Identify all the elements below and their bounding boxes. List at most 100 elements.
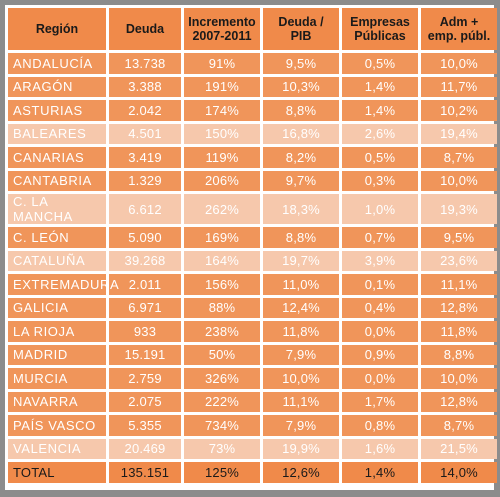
cell-empresas-publicas: 0,9% [342, 344, 418, 365]
cell-deuda-pib: 8,2% [263, 147, 339, 168]
cell-region: C. LEÓN [8, 227, 106, 248]
table-row: CANARIAS 3.419 119% 8,2% 0,5% 8,7% [8, 147, 497, 168]
cell-deuda-pib: 19,9% [263, 438, 339, 459]
header-deuda-pib: Deuda / PIB [263, 8, 339, 50]
table-row: GALICIA 6.971 88% 12,4% 0,4% 12,8% [8, 297, 497, 318]
cell-deuda: 2.075 [109, 391, 181, 412]
cell-incremento: 238% [184, 321, 260, 342]
table-row: C. LEÓN 5.090 169% 8,8% 0,7% 9,5% [8, 227, 497, 248]
cell-adm-emp-publ: 23,6% [421, 250, 497, 271]
cell-region: CATALUÑA [8, 250, 106, 271]
cell-deuda: 20.469 [109, 438, 181, 459]
cell-adm-emp-publ: 21,5% [421, 438, 497, 459]
cell-empresas-publicas: 0,1% [342, 274, 418, 295]
cell-region: BALEARES [8, 123, 106, 144]
cell-deuda-pib: 12,4% [263, 297, 339, 318]
header-row: Región Deuda Incremento 2007-2011 Deuda … [8, 8, 497, 50]
cell-adm-emp-publ: 19,3% [421, 194, 497, 224]
cell-deuda: 6.612 [109, 194, 181, 224]
cell-empresas-publicas: 0,5% [342, 147, 418, 168]
cell-incremento: 734% [184, 415, 260, 436]
cell-deuda-pib: 8,8% [263, 227, 339, 248]
cell-adm-emp-publ: 10,0% [421, 53, 497, 74]
total-cell-adm-emp-publ: 14,0% [421, 462, 497, 483]
table-row: ASTURIAS 2.042 174% 8,8% 1,4% 10,2% [8, 100, 497, 121]
cell-deuda: 933 [109, 321, 181, 342]
cell-empresas-publicas: 0,3% [342, 170, 418, 191]
cell-adm-emp-publ: 12,8% [421, 297, 497, 318]
cell-empresas-publicas: 1,7% [342, 391, 418, 412]
table-row: NAVARRA 2.075 222% 11,1% 1,7% 12,8% [8, 391, 497, 412]
cell-deuda-pib: 9,7% [263, 170, 339, 191]
cell-incremento: 119% [184, 147, 260, 168]
cell-empresas-publicas: 0,4% [342, 297, 418, 318]
cell-incremento: 164% [184, 250, 260, 271]
cell-adm-emp-publ: 19,4% [421, 123, 497, 144]
header-incremento: Incremento 2007-2011 [184, 8, 260, 50]
cell-deuda-pib: 11,8% [263, 321, 339, 342]
table-row: BALEARES 4.501 150% 16,8% 2,6% 19,4% [8, 123, 497, 144]
cell-adm-emp-publ: 12,8% [421, 391, 497, 412]
cell-deuda-pib: 9,5% [263, 53, 339, 74]
cell-region: CANTABRIA [8, 170, 106, 191]
cell-deuda: 3.419 [109, 147, 181, 168]
cell-deuda-pib: 11,1% [263, 391, 339, 412]
cell-deuda-pib: 10,0% [263, 368, 339, 389]
table-row: MURCIA 2.759 326% 10,0% 0,0% 10,0% [8, 368, 497, 389]
cell-incremento: 222% [184, 391, 260, 412]
table-row: EXTREMADURA 2.011 156% 11,0% 0,1% 11,1% [8, 274, 497, 295]
cell-adm-emp-publ: 11,8% [421, 321, 497, 342]
header-adm-emp-publ: Adm + emp. públ. [421, 8, 497, 50]
table-row: C. LA MANCHA 6.612 262% 18,3% 1,0% 19,3% [8, 194, 497, 224]
cell-deuda: 2.011 [109, 274, 181, 295]
table-row: VALENCIA 20.469 73% 19,9% 1,6% 21,5% [8, 438, 497, 459]
cell-region: MURCIA [8, 368, 106, 389]
total-cell-region: TOTAL [8, 462, 106, 483]
table-sheet: Región Deuda Incremento 2007-2011 Deuda … [5, 5, 497, 490]
header-region: Región [8, 8, 106, 50]
cell-deuda: 13.738 [109, 53, 181, 74]
cell-deuda: 4.501 [109, 123, 181, 144]
cell-deuda: 15.191 [109, 344, 181, 365]
cell-adm-emp-publ: 8,7% [421, 415, 497, 436]
cell-incremento: 262% [184, 194, 260, 224]
table-row: MADRID 15.191 50% 7,9% 0,9% 8,8% [8, 344, 497, 365]
cell-incremento: 88% [184, 297, 260, 318]
table-row: CANTABRIA 1.329 206% 9,7% 0,3% 10,0% [8, 170, 497, 191]
table-row: LA RIOJA 933 238% 11,8% 0,0% 11,8% [8, 321, 497, 342]
header-deuda: Deuda [109, 8, 181, 50]
debt-table: Región Deuda Incremento 2007-2011 Deuda … [5, 5, 500, 486]
cell-deuda: 5.355 [109, 415, 181, 436]
cell-adm-emp-publ: 10,2% [421, 100, 497, 121]
cell-empresas-publicas: 3,9% [342, 250, 418, 271]
cell-incremento: 326% [184, 368, 260, 389]
cell-deuda-pib: 16,8% [263, 123, 339, 144]
cell-incremento: 174% [184, 100, 260, 121]
cell-deuda: 6.971 [109, 297, 181, 318]
cell-deuda-pib: 10,3% [263, 76, 339, 97]
cell-adm-emp-publ: 10,0% [421, 170, 497, 191]
cell-deuda-pib: 7,9% [263, 344, 339, 365]
cell-incremento: 73% [184, 438, 260, 459]
total-row: TOTAL 135.151 125% 12,6% 1,4% 14,0% [8, 462, 497, 483]
cell-deuda: 2.759 [109, 368, 181, 389]
cell-deuda: 3.388 [109, 76, 181, 97]
total-cell-empresas-publicas: 1,4% [342, 462, 418, 483]
cell-incremento: 50% [184, 344, 260, 365]
cell-empresas-publicas: 0,8% [342, 415, 418, 436]
total-cell-deuda: 135.151 [109, 462, 181, 483]
cell-deuda-pib: 7,9% [263, 415, 339, 436]
cell-empresas-publicas: 1,6% [342, 438, 418, 459]
cell-region: ANDALUCÍA [8, 53, 106, 74]
cell-region: EXTREMADURA [8, 274, 119, 295]
cell-empresas-publicas: 0,7% [342, 227, 418, 248]
cell-empresas-publicas: 1,0% [342, 194, 418, 224]
cell-region: NAVARRA [8, 391, 106, 412]
cell-incremento: 156% [184, 274, 260, 295]
table-body: ANDALUCÍA 13.738 91% 9,5% 0,5% 10,0% ARAGÓN 3.3… [8, 53, 497, 483]
cell-empresas-publicas: 1,4% [342, 100, 418, 121]
cell-adm-emp-publ: 11,1% [421, 274, 497, 295]
cell-adm-emp-publ: 8,8% [421, 344, 497, 365]
cell-incremento: 91% [184, 53, 260, 74]
